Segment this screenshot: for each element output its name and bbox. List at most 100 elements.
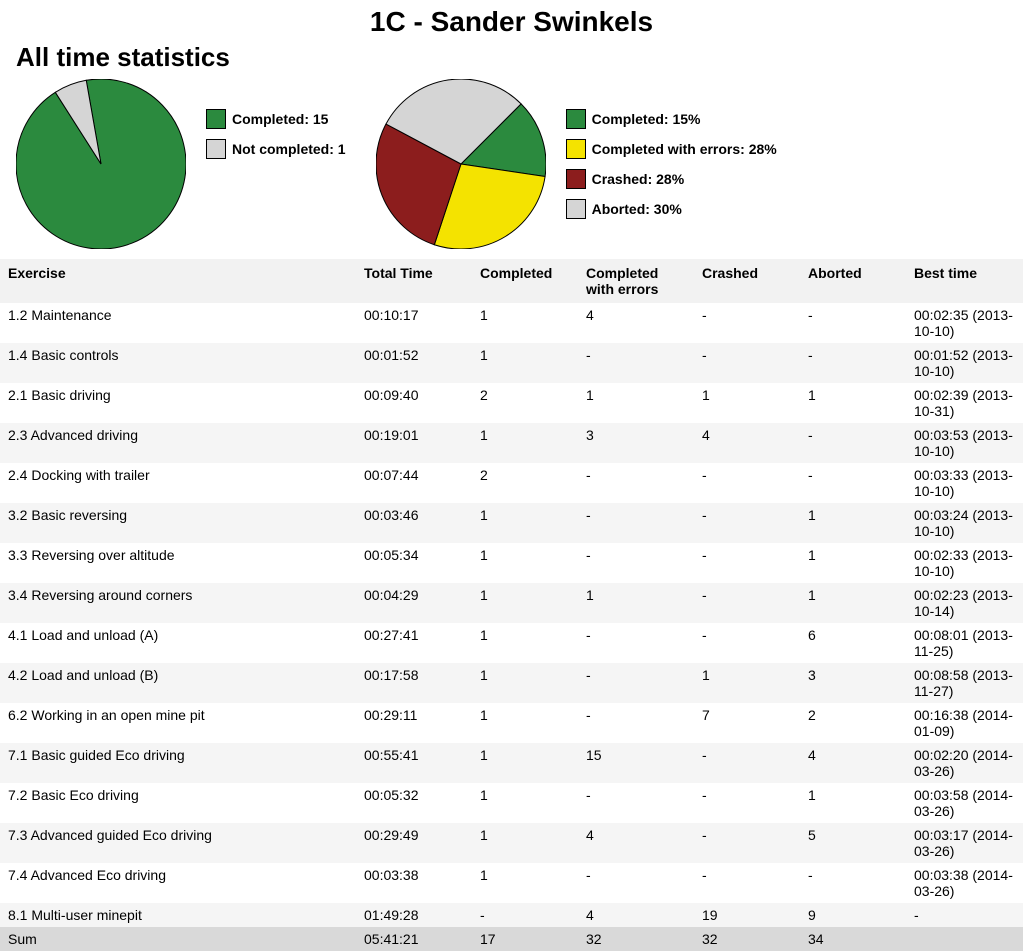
table-cell: - <box>694 863 800 903</box>
table-row: 3.3 Reversing over altitude00:05:341--10… <box>0 543 1023 583</box>
legend-label: Completed: 15% <box>592 111 701 127</box>
table-cell: - <box>694 623 800 663</box>
table-sum-row: Sum05:41:2117323234 <box>0 927 1023 951</box>
table-cell: 7.4 Advanced Eco driving <box>0 863 356 903</box>
table-header-cell: Exercise <box>0 259 356 303</box>
table-cell: 8.1 Multi-user minepit <box>0 903 356 927</box>
table-cell: 00:27:41 <box>356 623 472 663</box>
table-header-cell: Completedwith errors <box>578 259 694 303</box>
table-cell: 7.2 Basic Eco driving <box>0 783 356 823</box>
table-cell: - <box>578 783 694 823</box>
table-cell: - <box>800 863 906 903</box>
table-cell: 1 <box>472 863 578 903</box>
table-cell: 1 <box>472 663 578 703</box>
legend-row: Aborted: 30% <box>566 199 777 219</box>
charts-panel: Completed: 15 Not completed: 1 Completed:… <box>0 79 1023 259</box>
table-cell: - <box>694 823 800 863</box>
pie-outcome-legend: Completed: 15% Completed with errors: 28%… <box>566 109 777 219</box>
table-cell: 32 <box>694 927 800 951</box>
table-cell: - <box>472 903 578 927</box>
legend-row: Completed: 15 <box>206 109 346 129</box>
table-cell: 1 <box>472 703 578 743</box>
legend-swatch <box>566 169 586 189</box>
table-header-cell: Completed <box>472 259 578 303</box>
table-row: 7.3 Advanced guided Eco driving00:29:491… <box>0 823 1023 863</box>
table-cell: 00:03:24 (2013-10-10) <box>906 503 1023 543</box>
table-cell: 17 <box>472 927 578 951</box>
table-cell: 00:02:23 (2013-10-14) <box>906 583 1023 623</box>
table-cell: 1 <box>472 303 578 343</box>
table-cell: 4.1 Load and unload (A) <box>0 623 356 663</box>
table-cell: - <box>694 343 800 383</box>
table-cell: 1 <box>800 543 906 583</box>
legend-label: Completed: 15 <box>232 111 328 127</box>
table-cell: 1 <box>694 383 800 423</box>
table-row: 7.1 Basic guided Eco driving00:55:41115-… <box>0 743 1023 783</box>
legend-row: Not completed: 1 <box>206 139 346 159</box>
legend-label: Aborted: 30% <box>592 201 682 217</box>
table-cell: 00:03:17 (2014-03-26) <box>906 823 1023 863</box>
table-cell: 1 <box>578 383 694 423</box>
table-cell: 34 <box>800 927 906 951</box>
table-cell: 00:03:58 (2014-03-26) <box>906 783 1023 823</box>
table-cell: 1 <box>800 503 906 543</box>
table-cell: 05:41:21 <box>356 927 472 951</box>
legend-swatch <box>206 139 226 159</box>
table-cell: 3.3 Reversing over altitude <box>0 543 356 583</box>
legend-row: Completed: 15% <box>566 109 777 129</box>
table-row: 2.3 Advanced driving00:19:01134-00:03:53… <box>0 423 1023 463</box>
section-subtitle: All time statistics <box>16 42 1023 73</box>
table-cell: 00:17:58 <box>356 663 472 703</box>
table-cell: 00:03:38 (2014-03-26) <box>906 863 1023 903</box>
table-cell: 2 <box>800 703 906 743</box>
table-cell: 00:02:20 (2014-03-26) <box>906 743 1023 783</box>
table-cell: 2.3 Advanced driving <box>0 423 356 463</box>
table-cell: 01:49:28 <box>356 903 472 927</box>
table-cell: 6.2 Working in an open mine pit <box>0 703 356 743</box>
legend-swatch <box>206 109 226 129</box>
table-cell: 1 <box>472 783 578 823</box>
pie-outcome <box>376 79 546 249</box>
pie-completion <box>16 79 186 249</box>
table-row: 2.1 Basic driving00:09:40211100:02:39 (2… <box>0 383 1023 423</box>
table-cell: - <box>578 863 694 903</box>
table-cell: - <box>578 623 694 663</box>
table-row: 3.4 Reversing around corners00:04:2911-1… <box>0 583 1023 623</box>
table-cell: 2.4 Docking with trailer <box>0 463 356 503</box>
table-cell: 15 <box>578 743 694 783</box>
table-cell: 00:08:58 (2013-11-27) <box>906 663 1023 703</box>
table-cell: 32 <box>578 927 694 951</box>
table-cell: - <box>578 663 694 703</box>
table-cell: 1 <box>472 823 578 863</box>
table-cell: 7.3 Advanced guided Eco driving <box>0 823 356 863</box>
table-cell: 3 <box>578 423 694 463</box>
table-cell: - <box>694 303 800 343</box>
table-cell: 00:19:01 <box>356 423 472 463</box>
table-body: 1.2 Maintenance00:10:1714--00:02:35 (201… <box>0 303 1023 951</box>
table-row: 1.4 Basic controls00:01:521---00:01:52 (… <box>0 343 1023 383</box>
table-cell: 00:08:01 (2013-11-25) <box>906 623 1023 663</box>
table-cell: 1 <box>472 423 578 463</box>
table-cell: 1 <box>472 543 578 583</box>
table-cell: - <box>694 463 800 503</box>
stats-table: ExerciseTotal TimeCompletedCompletedwith… <box>0 259 1023 951</box>
table-row: 2.4 Docking with trailer00:07:442---00:0… <box>0 463 1023 503</box>
table-cell: 4 <box>694 423 800 463</box>
table-cell: - <box>694 503 800 543</box>
table-cell: 1 <box>472 623 578 663</box>
table-cell: 2 <box>472 383 578 423</box>
table-cell: - <box>694 543 800 583</box>
table-cell: 00:01:52 (2013-10-10) <box>906 343 1023 383</box>
table-cell: 00:29:11 <box>356 703 472 743</box>
table-cell: Sum <box>0 927 356 951</box>
legend-row: Completed with errors: 28% <box>566 139 777 159</box>
table-cell: - <box>800 343 906 383</box>
table-cell: 1 <box>472 503 578 543</box>
table-cell: 00:03:46 <box>356 503 472 543</box>
pie-outcome-block: Completed: 15% Completed with errors: 28%… <box>376 79 777 249</box>
table-cell: 4.2 Load and unload (B) <box>0 663 356 703</box>
table-row: 3.2 Basic reversing00:03:461--100:03:24 … <box>0 503 1023 543</box>
table-cell: 4 <box>800 743 906 783</box>
page-title: 1C - Sander Swinkels <box>0 6 1023 38</box>
table-cell: 00:05:32 <box>356 783 472 823</box>
